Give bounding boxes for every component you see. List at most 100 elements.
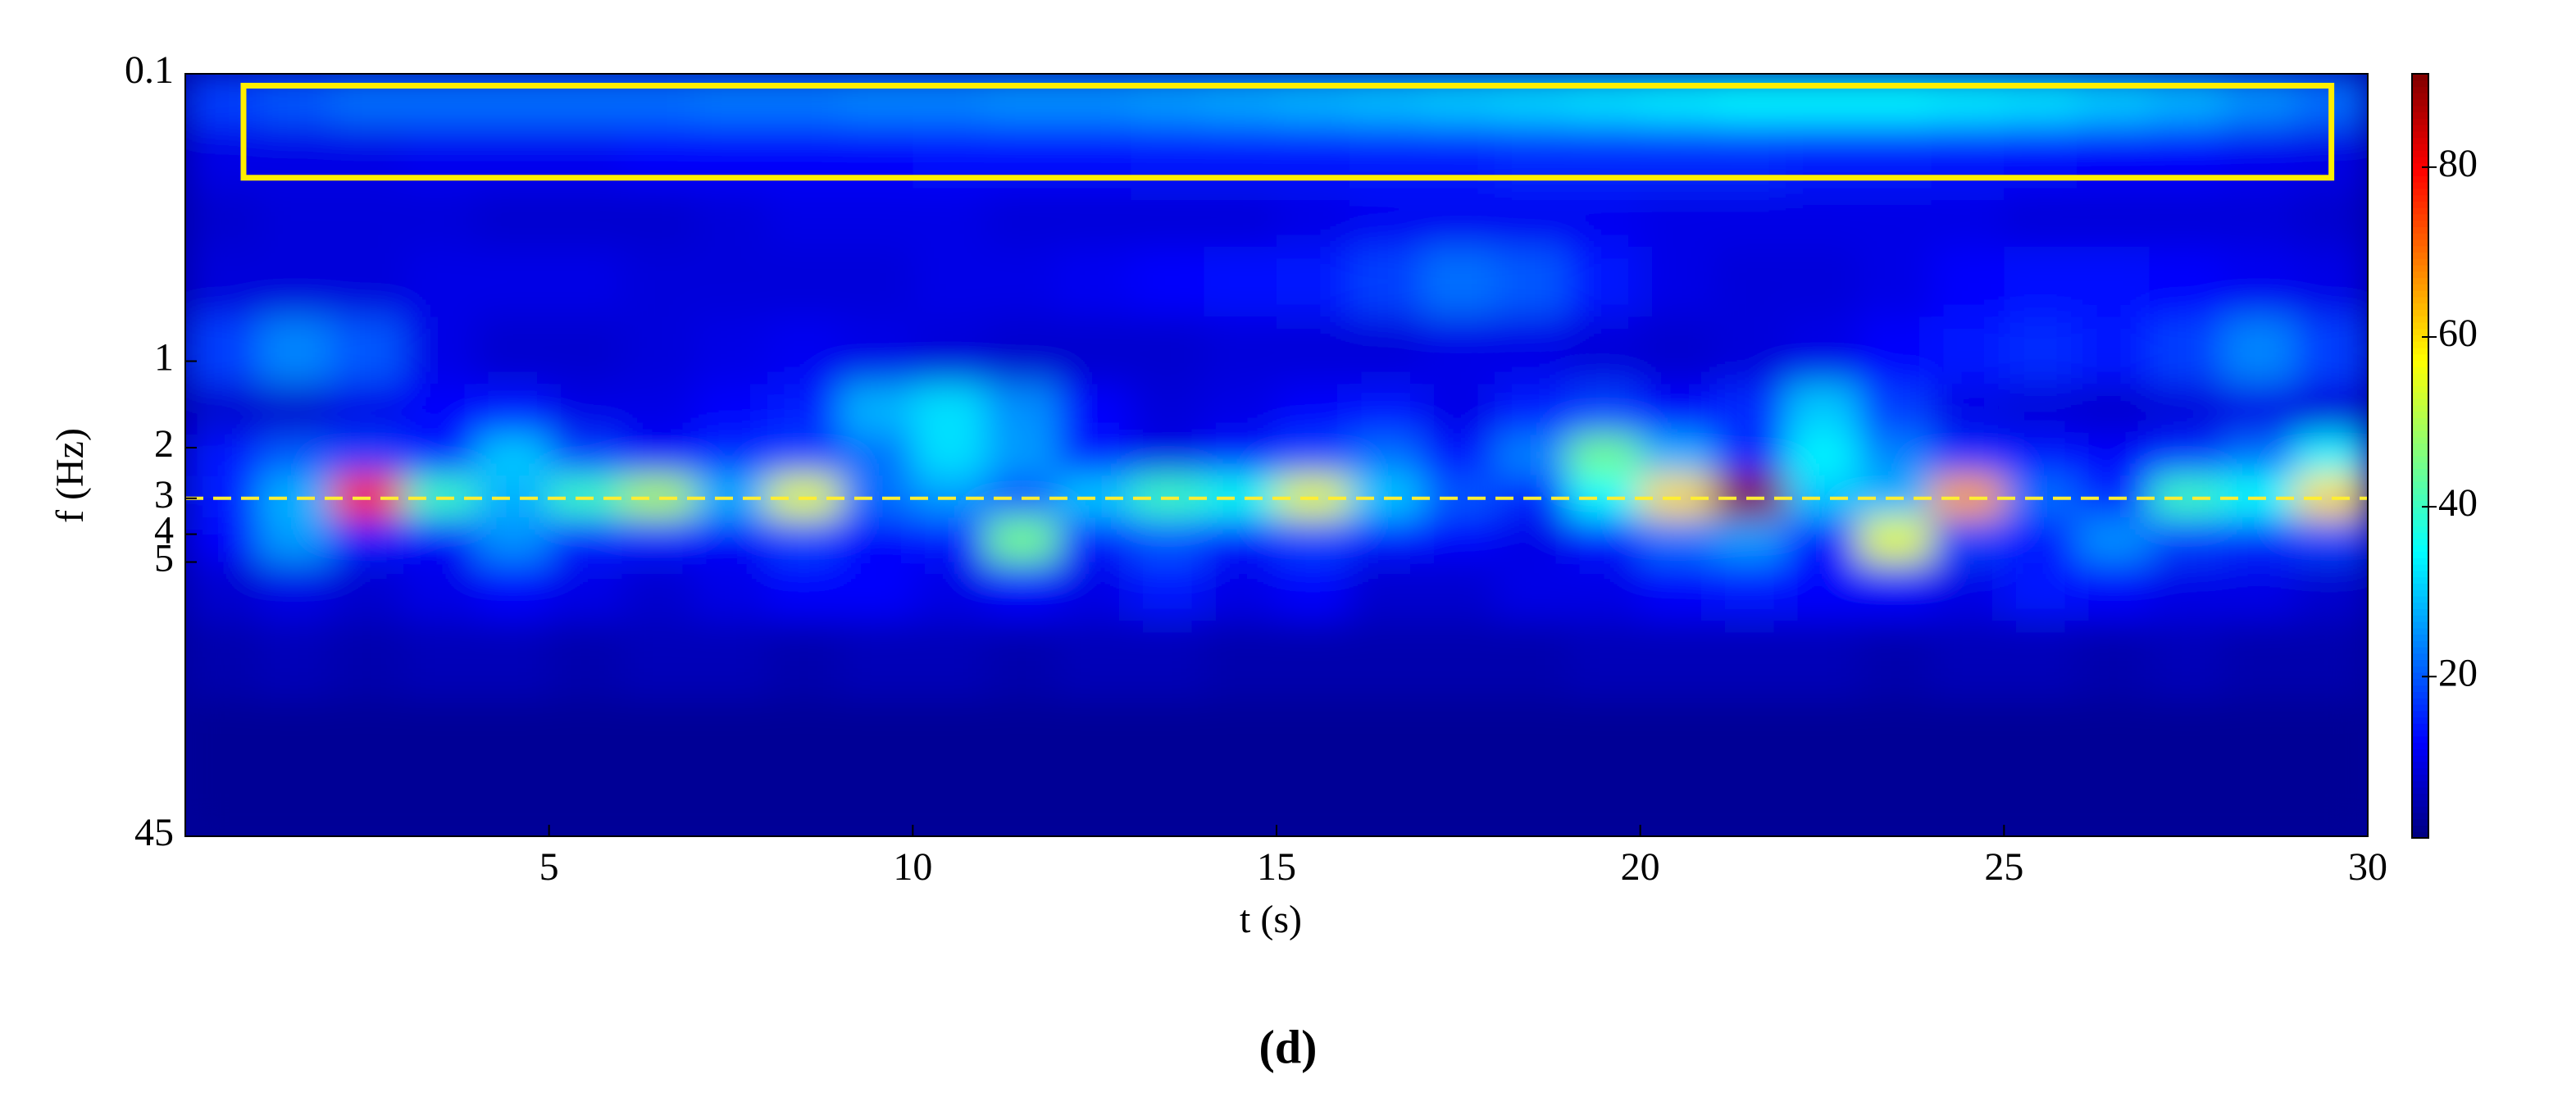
colorbar-step — [2412, 143, 2428, 151]
heat-cell — [257, 188, 331, 248]
heat-cell — [985, 316, 1059, 385]
heat-cell — [1131, 621, 1204, 700]
heat-cell — [1713, 621, 1786, 700]
colorbar-step — [2412, 385, 2428, 393]
heat-cell — [1131, 562, 1204, 621]
colorbar-step — [2412, 589, 2428, 597]
heat-cell — [2004, 699, 2078, 836]
heat-cell — [2077, 316, 2150, 385]
heat-cell — [1931, 621, 2005, 700]
heat-cell — [767, 621, 841, 700]
colorbar-step — [2412, 424, 2428, 431]
heat-cell — [2295, 562, 2368, 621]
colorbar-step — [2412, 86, 2428, 93]
heat-cell — [403, 188, 477, 248]
heat-cell — [548, 74, 622, 125]
heat-cell — [913, 247, 986, 317]
heatmap — [185, 74, 2368, 836]
heat-cell — [1713, 74, 1786, 125]
heat-cell — [1131, 188, 1204, 248]
heat-cell — [2004, 188, 2078, 248]
heat-cell — [185, 74, 259, 125]
caption: (d) — [1259, 1020, 1318, 1073]
heat-cell — [1277, 384, 1350, 435]
x-tick-label: 30 — [2348, 845, 2387, 889]
heat-cell — [2149, 476, 2223, 518]
y-tick-label: 2 — [154, 422, 174, 466]
colorbar-step — [2412, 526, 2428, 533]
heat-cell — [1567, 621, 1641, 700]
heat-cell — [2004, 517, 2078, 563]
heat-cell — [1786, 699, 1859, 836]
heat-cell — [767, 562, 841, 621]
colorbar-step — [2412, 551, 2428, 558]
colorbar-step — [2412, 685, 2428, 692]
heat-cell — [913, 699, 986, 836]
heat-cell — [2077, 621, 2150, 700]
heat-cell — [1931, 247, 2005, 317]
heat-cell — [403, 517, 477, 563]
y-tick-label: 1 — [154, 336, 174, 380]
heat-cell — [1931, 517, 2005, 563]
heat-cell — [1858, 384, 1932, 435]
heat-cell — [840, 188, 913, 248]
heat-cell — [621, 434, 695, 476]
heat-cell — [1131, 517, 1204, 563]
heat-cell — [185, 384, 259, 435]
colorbar-step — [2412, 538, 2428, 546]
heat-cell — [694, 384, 768, 435]
colorbar-step — [2412, 353, 2428, 362]
heat-cell — [1277, 517, 1350, 563]
heat-cell — [2149, 562, 2223, 621]
heat-cell — [985, 699, 1059, 836]
colorbar-step — [2412, 296, 2428, 304]
heat-cell — [1058, 562, 1132, 621]
heat-cell — [1277, 562, 1350, 621]
heat-cell — [1349, 434, 1422, 476]
colorbar-step — [2412, 576, 2428, 584]
heat-cell — [1204, 188, 1277, 248]
heat-cell — [1713, 562, 1786, 621]
heat-cell — [185, 621, 259, 700]
x-tick-label: 20 — [1621, 845, 1660, 889]
heat-cell — [548, 517, 622, 563]
heat-cell — [2222, 74, 2296, 125]
heat-cell — [476, 476, 550, 518]
heat-cell — [1931, 562, 2005, 621]
colorbar-step — [2412, 245, 2428, 253]
colorbar-tick-label: 80 — [2438, 142, 2478, 185]
heat-cell — [1349, 188, 1422, 248]
heat-cell — [1204, 562, 1277, 621]
heat-cell — [403, 74, 477, 125]
heat-cell — [1349, 316, 1422, 385]
heat-cell — [403, 699, 477, 836]
heat-cell — [1204, 699, 1277, 836]
heat-cell — [1640, 384, 1714, 435]
heat-cell — [1640, 247, 1714, 317]
heat-cell — [257, 699, 331, 836]
colorbar-step — [2412, 481, 2428, 489]
heat-cell — [2004, 621, 2078, 700]
colorbar-step — [2412, 653, 2428, 661]
heat-cell — [257, 74, 331, 125]
heat-cell — [330, 434, 404, 476]
heat-cell — [1422, 699, 1495, 836]
colorbar-step — [2412, 309, 2428, 316]
colorbar-step — [2412, 436, 2428, 444]
heat-cell — [476, 621, 550, 700]
heat-cell — [548, 316, 622, 385]
colorbar-step — [2412, 137, 2428, 145]
colorbar-step — [2412, 417, 2428, 425]
heat-cell — [840, 699, 913, 836]
colorbar-step — [2412, 634, 2428, 641]
heat-cell — [1713, 188, 1786, 248]
colorbar-step — [2412, 404, 2428, 412]
colorbar-step — [2412, 761, 2428, 769]
heat-cell — [330, 247, 404, 317]
heat-cell — [1567, 316, 1641, 385]
heat-cell — [694, 517, 768, 563]
heat-cell — [548, 188, 622, 248]
colorbar-step — [2412, 595, 2428, 603]
colorbar-step — [2412, 602, 2428, 609]
heat-cell — [840, 384, 913, 435]
